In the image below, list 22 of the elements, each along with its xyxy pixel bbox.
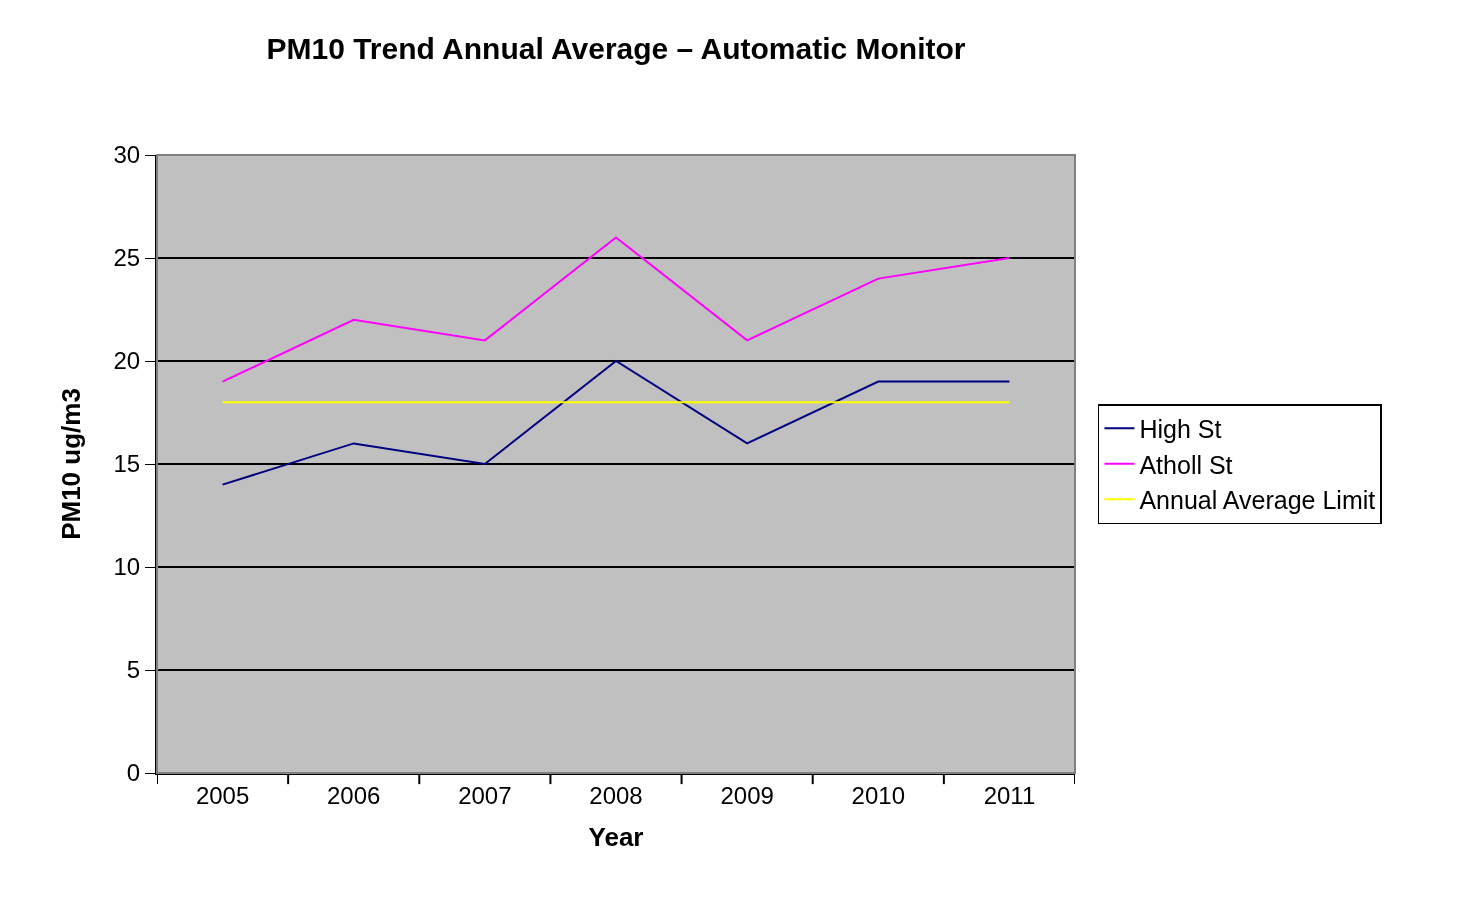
y-tick-label: 25: [113, 244, 141, 272]
line-series: [221, 360, 1011, 486]
x-axis-title: Year: [588, 822, 644, 852]
x-tick-label: 2005: [195, 781, 250, 809]
x-tick-label: 2008: [589, 781, 643, 809]
y-axis-title: PM10 ug/m3: [56, 388, 87, 540]
legend-label: Annual Average Limit: [1139, 486, 1376, 514]
x-tick-label: 2006: [327, 781, 381, 809]
x-tick-label: 2009: [720, 781, 774, 809]
y-tick-label: 30: [113, 141, 141, 169]
y-tick-label: 20: [113, 347, 141, 375]
chart-title: PM10 Trend Annual Average – Automatic Monitor: [266, 32, 966, 65]
x-tick-label: 2007: [458, 781, 512, 809]
legend-label: High St: [1139, 415, 1222, 443]
line-series: [221, 236, 1011, 383]
y-tick-label: 10: [113, 553, 141, 581]
x-tick-label: 2011: [983, 781, 1036, 809]
y-tick-label: 0: [126, 759, 141, 787]
x-tick-label: 2010: [851, 781, 905, 809]
y-tick-label: 5: [126, 656, 141, 684]
y-tick-label: 15: [113, 450, 141, 478]
legend-label: Atholl St: [1139, 450, 1233, 479]
